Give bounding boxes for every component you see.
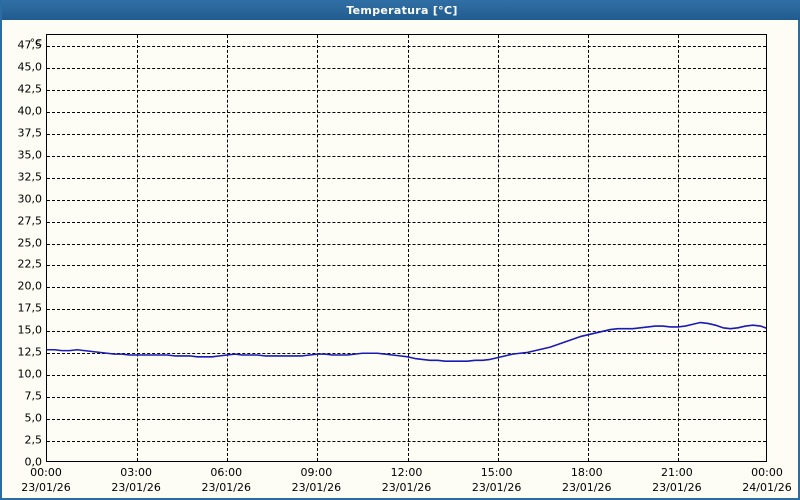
x-tick-time: 03:00: [120, 466, 152, 479]
x-tick-time: 15:00: [480, 466, 513, 479]
x-tick-date: 23/01/26: [291, 481, 342, 494]
y-axis-tick-label: 17,5: [17, 301, 43, 315]
y-axis-tick-label: 15,0: [17, 323, 43, 337]
y-axis-tick-label: 25,0: [17, 236, 43, 249]
x-tick-time: 12:00: [390, 466, 423, 479]
x-tick-time: 00:00: [751, 466, 783, 479]
x-tick-date: 23/01/26: [21, 481, 71, 494]
y-axis-tick-label: 32,5: [17, 170, 43, 184]
x-tick-time: 09:00: [300, 466, 333, 479]
gridline-vertical: [587, 35, 589, 461]
x-axis-labels: 00:00 23/01/26 03:00 23/01/26 06:00 23/01/26 0…: [21, 465, 791, 495]
y-axis-tick-label: 12,5: [17, 345, 43, 359]
gridline-vertical: [227, 35, 229, 461]
x-axis-tick-label: 00:00 24/01/26: [742, 465, 791, 495]
gridline-horizontal: [47, 419, 766, 421]
gridline-horizontal: [47, 155, 766, 157]
gridline-horizontal: [47, 67, 766, 69]
x-axis-tick-label: 21:00 23/01/26: [652, 465, 701, 495]
gridline-horizontal: [47, 309, 766, 311]
gridline-horizontal: [47, 45, 766, 47]
x-axis-tick-label: 06:00 23/01/26: [202, 465, 251, 495]
x-axis-tick-label: 03:00 23/01/26: [111, 465, 160, 495]
y-axis-labels: 0,0 2,5 5,0 7,5 10,0 12,5 15,0 17,5 20,0 22,5 25,0…: [2, 34, 43, 468]
y-axis-tick-label: 10,0: [17, 367, 43, 381]
gridline-horizontal: [47, 353, 766, 355]
x-tick-date: 23/01/26: [381, 481, 432, 494]
y-axis-tick-label: 20,0: [17, 279, 43, 293]
gridline-horizontal: [47, 441, 766, 443]
gridline-horizontal: [47, 243, 766, 245]
gridline-horizontal: [47, 177, 766, 179]
gridline-vertical: [137, 35, 139, 461]
gridline-vertical: [497, 35, 499, 461]
x-axis-tick-label: 12:00 23/01/26: [382, 465, 431, 495]
plot-area-wrapper: [46, 34, 767, 462]
gridline-horizontal: [47, 265, 766, 267]
y-axis-tick-label: 35,0: [17, 148, 43, 162]
y-axis-tick-label: 2,5: [24, 433, 43, 447]
x-axis-tick-label: 18:00 23/01/26: [562, 465, 611, 495]
plot-area: [46, 34, 767, 462]
gridline-horizontal: [47, 375, 766, 377]
x-tick-time: 00:00: [30, 466, 62, 479]
x-tick-date: 23/01/26: [471, 481, 522, 494]
x-tick-date: 23/01/26: [652, 481, 702, 494]
page-title: Temperatura [°C]: [346, 3, 458, 17]
window-title-bar: Temperatura [°C]: [2, 0, 800, 20]
x-tick-time: 06:00: [210, 466, 243, 479]
y-axis-tick-label: 22,5: [17, 257, 43, 271]
y-axis-tick-label: 30,0: [17, 192, 43, 206]
y-axis-tick-label: 37,5: [17, 126, 43, 140]
y-axis-tick-label: 40,0: [17, 104, 43, 118]
x-axis-tick-label: 09:00 23/01/26: [292, 465, 341, 495]
y-axis-title: °C: [30, 38, 42, 49]
gridline-vertical: [677, 35, 679, 461]
y-axis-tick-label: 7,5: [24, 389, 43, 403]
gridline-vertical: [317, 35, 319, 461]
gridline-vertical: [407, 35, 409, 461]
gridline-horizontal: [47, 287, 766, 289]
x-tick-date: 23/01/26: [562, 481, 612, 494]
temperature-line-series: [47, 321, 766, 362]
x-tick-date: 24/01/26: [742, 481, 792, 494]
gridline-horizontal: [47, 89, 766, 91]
y-axis-tick-label: 47,5: [17, 38, 43, 52]
gridline-horizontal: [47, 397, 766, 399]
x-axis-tick-label: 15:00 23/01/26: [472, 465, 521, 495]
y-axis-tick-label: 5,0: [24, 411, 43, 425]
gridline-horizontal: [47, 133, 766, 135]
gridline-horizontal: [47, 221, 766, 223]
y-axis-tick-label: 0,0: [24, 455, 43, 469]
x-axis-tick-label: 00:00 23/01/26: [21, 465, 70, 495]
gridline-horizontal: [47, 111, 766, 113]
x-tick-time: 21:00: [661, 466, 693, 479]
x-tick-date: 23/01/26: [111, 481, 161, 494]
gridline-horizontal: [47, 331, 766, 333]
y-axis-tick-label: 45,0: [17, 60, 43, 74]
y-axis-tick-label: 27,5: [17, 214, 43, 228]
gridline-horizontal: [47, 199, 766, 201]
y-axis-tick-label: 42,5: [17, 82, 43, 96]
x-tick-date: 23/01/26: [201, 481, 251, 494]
x-tick-time: 18:00: [570, 466, 603, 479]
